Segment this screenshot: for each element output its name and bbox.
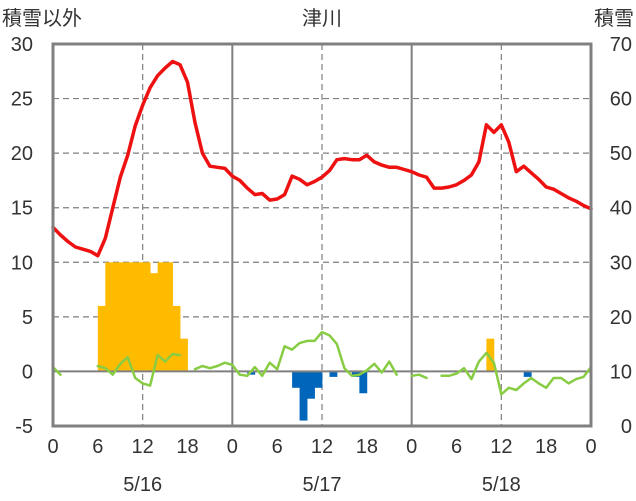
x-tick-label: 6 <box>451 436 462 458</box>
left-tick-label: 10 <box>11 252 33 274</box>
x-tick-label: 0 <box>47 436 58 458</box>
day-label: 5/17 <box>303 474 342 496</box>
left-tick-label: 0 <box>22 361 33 383</box>
negative-bar <box>292 371 300 388</box>
x-tick-label: 18 <box>356 436 378 458</box>
day-label: 5/18 <box>482 474 521 496</box>
right-tick-label: 20 <box>610 307 632 329</box>
wind-line <box>440 351 593 396</box>
snowfall-bar <box>180 338 188 372</box>
left-axis-label: 積雪以外 <box>2 7 82 30</box>
x-tick-label: 12 <box>311 436 333 458</box>
x-tick-label: 0 <box>406 436 417 458</box>
snowfall-bar <box>172 305 181 372</box>
day-label: 5/16 <box>123 474 162 496</box>
plot-frame <box>51 42 593 428</box>
right-tick-label: 30 <box>610 252 632 274</box>
day-labels: 5/16 5/17 5/18 <box>123 474 521 496</box>
right-tick-label: 60 <box>610 89 632 111</box>
right-axis-label: 積雪 <box>594 7 634 30</box>
right-tick-label: 50 <box>610 143 632 165</box>
negative-bar <box>523 371 532 377</box>
negative-bar <box>299 371 308 421</box>
wind-line <box>193 330 398 378</box>
left-tick-label: 5 <box>22 307 33 329</box>
right-tick-label: 0 <box>621 416 632 438</box>
x-axis-ticks: 0 6 12 18 0 6 12 18 0 6 12 18 0 <box>47 436 596 458</box>
snowfall-bar <box>165 262 173 372</box>
snowfall-bar <box>112 262 121 372</box>
temperature-line <box>51 59 593 258</box>
snowfall-bar <box>142 262 151 372</box>
snowfall-bar <box>105 262 114 372</box>
right-tick-label: 40 <box>610 198 632 220</box>
left-tick-label: 15 <box>11 198 33 220</box>
wind-line <box>96 352 182 387</box>
negative-bar <box>329 371 338 377</box>
left-tick-label: 30 <box>11 34 33 56</box>
negative-bar <box>307 371 315 399</box>
snowfall-bar <box>150 273 159 372</box>
bar-series <box>97 262 532 421</box>
left-tick-label: -5 <box>15 416 33 438</box>
snowfall-bar <box>486 338 495 372</box>
x-tick-label: 12 <box>132 436 154 458</box>
grid-lines <box>53 44 591 426</box>
x-tick-label: 0 <box>227 436 238 458</box>
snowfall-bar <box>157 262 166 372</box>
negative-bar <box>359 371 368 394</box>
right-tick-label: 70 <box>610 34 632 56</box>
right-axis-ticks: 0 10 20 30 40 50 60 70 <box>610 34 632 438</box>
negative-bar <box>314 371 323 388</box>
snowfall-bar <box>127 262 136 372</box>
x-tick-label: 18 <box>176 436 198 458</box>
left-tick-label: 20 <box>11 143 33 165</box>
wind-line <box>410 373 428 380</box>
snowfall-bar <box>120 262 129 372</box>
snowfall-bar <box>97 305 106 372</box>
x-tick-label: 6 <box>272 436 283 458</box>
x-tick-label: 0 <box>585 436 596 458</box>
right-tick-label: 10 <box>610 361 632 383</box>
x-tick-label: 18 <box>535 436 557 458</box>
snowfall-bar <box>135 262 144 372</box>
left-tick-label: 25 <box>11 89 33 111</box>
x-tick-label: 12 <box>490 436 512 458</box>
left-axis-ticks: -5 0 5 10 15 20 25 30 <box>11 34 33 438</box>
x-tick-label: 6 <box>92 436 103 458</box>
chart-title: 津川 <box>302 7 342 30</box>
